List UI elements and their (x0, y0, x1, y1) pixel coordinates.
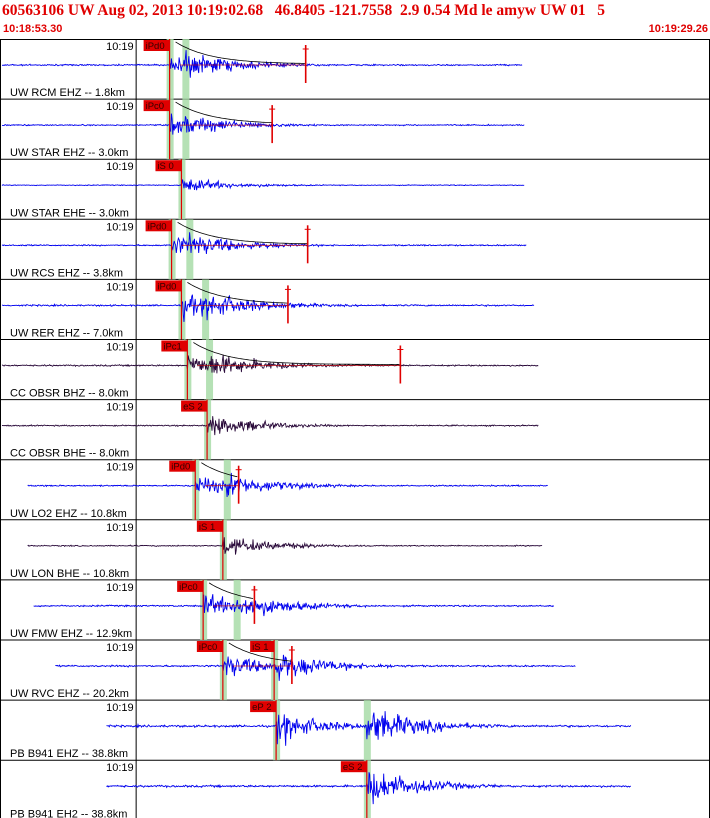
station-label: PB B941 EH2 -- 38.8km (10, 808, 127, 818)
s-pick-window (186, 219, 194, 280)
waveform (1, 354, 539, 374)
waveform (1, 232, 527, 255)
trace-panel: 10:19 eS 2 CC OBSR BHE -- 8.0km (0, 399, 710, 461)
trace-panel: 10:19 eS 2 PB B941 EH2 -- 38.8km (10, 760, 631, 818)
trace-panel: 10:19 iPd0 UW RCM EHZ -- 1.8km (0, 39, 710, 100)
coda-curve (187, 282, 288, 304)
pick-label-box (196, 520, 223, 532)
pick-label: eP 2 (252, 702, 271, 713)
coda-curve (193, 342, 400, 365)
station-label: UW RCM EHZ -- 1.8km (10, 87, 125, 99)
pick-label: iS 1 (252, 642, 268, 653)
s-pick-window (206, 339, 214, 400)
waveform (1, 416, 539, 436)
pick-label: iS 1 (199, 522, 215, 533)
trace-panel: 10:19 iPc0 iS 1 UW RVC EHZ -- 20.2km (0, 640, 710, 701)
station-label: CC OBSR BHZ -- 8.0km (10, 388, 129, 400)
station-label: PB B941 EHZ -- 38.8km (10, 748, 128, 760)
pick-label-box (196, 641, 223, 652)
station-label: UW LON BHE -- 10.8km (10, 568, 129, 580)
minute-label: 10:19 (106, 101, 134, 113)
pick-label: iPc0 (199, 642, 217, 653)
minute-label: 10:19 (106, 161, 134, 173)
station-label: UW STAR EHZ -- 3.0km (10, 147, 128, 159)
minute-label: 10:19 (106, 402, 134, 414)
coda-curve (208, 582, 254, 599)
pick-label-box (161, 340, 188, 352)
pick-label: iS 0 (157, 161, 173, 172)
trace-panel: 10:19 iPd0 UW RER EHZ -- 7.0km (0, 279, 710, 340)
waveform (1, 113, 525, 135)
trace-panel: 10:19 iS 1 UW LON BHE -- 10.8km (0, 519, 710, 581)
station-label: CC OBSR BHE -- 8.0km (10, 448, 129, 460)
s-pick-window (233, 579, 241, 640)
waveform (1, 294, 535, 322)
waveform (106, 772, 631, 805)
coda-curve (201, 462, 238, 478)
minute-label: 10:19 (106, 342, 134, 354)
pick-label: iPc1 (163, 342, 181, 353)
minute-label: 10:19 (106, 642, 134, 654)
minute-label: 10:19 (106, 762, 134, 774)
station-label: UW LO2 EHZ -- 10.8km (10, 508, 127, 520)
station-label: UW RER EHZ -- 7.0km (10, 328, 123, 340)
pick-label-box (250, 641, 275, 652)
pick-label-box (169, 460, 196, 472)
trace-panel: 10:19 iPc0 UW FMW EHZ -- 12.9km (0, 579, 710, 641)
pick-label-box (181, 400, 208, 412)
waveform (55, 654, 576, 681)
station-label: UW RVC EHZ -- 20.2km (10, 688, 129, 700)
pick-label-box (177, 580, 204, 592)
minute-label: 10:19 (106, 281, 134, 293)
minute-label: 10:19 (106, 462, 134, 474)
pick-label-box (155, 280, 182, 292)
station-label: UW FMW EHZ -- 12.9km (10, 628, 132, 640)
minute-label: 10:19 (106, 221, 134, 233)
trace-panel: 10:19 iPd0 UW RCS EHZ -- 3.8km (0, 219, 710, 280)
coda-curve (228, 642, 291, 662)
pick-label: iPd0 (146, 41, 165, 52)
s-pick-window (202, 279, 210, 340)
pick-label: iPd0 (171, 462, 190, 473)
minute-label: 10:19 (106, 582, 134, 594)
minute-label: 10:19 (106, 522, 134, 534)
pick-label-box (250, 701, 277, 713)
station-label: UW STAR EHE -- 3.0km (10, 207, 129, 219)
seismogram-record-section: 10:19 iPd0 UW RCM EHZ -- 1.8km 10:19 iPc0 UW … (0, 39, 710, 818)
station-label: UW RCS EHZ -- 3.8km (10, 267, 123, 279)
waveform (27, 537, 543, 555)
waveform (33, 594, 555, 617)
pick-label: iPc0 (146, 101, 164, 112)
pick-label-box (145, 220, 172, 232)
pick-label: iPd0 (157, 281, 176, 292)
s-pick-window (182, 39, 190, 100)
pick-label-box (143, 100, 170, 112)
waveform (1, 50, 523, 78)
trace-panel: 10:19 iPc1 CC OBSR BHZ -- 8.0km (0, 339, 710, 401)
coda-curve (177, 221, 308, 245)
record-end-time: 10:19:29.26 (648, 23, 708, 35)
coda-curve (175, 41, 306, 64)
coda-curve (175, 101, 272, 123)
pick-label: eS 2 (343, 762, 363, 773)
pick-label: eS 2 (183, 402, 203, 413)
trace-panel: 10:19 iS 0 UW STAR EHE -- 3.0km (0, 159, 710, 220)
waveform (27, 472, 548, 498)
waveform (1, 178, 525, 191)
pick-label: iPd0 (148, 221, 167, 232)
minute-label: 10:19 (106, 702, 134, 714)
s-pick-window (182, 99, 190, 160)
record-start-time: 10:18:53.30 (3, 23, 63, 35)
pick-label-box (340, 761, 367, 773)
waveform (106, 711, 632, 746)
trace-panel: 10:19 eP 2 PB B941 EHZ -- 38.8km (0, 700, 710, 761)
minute-label: 10:19 (106, 41, 134, 53)
pick-label: iPc0 (179, 582, 197, 593)
event-header-title: 60563106 UW Aug 02, 2013 10:19:02.68 46.… (2, 2, 606, 19)
pick-label-box (143, 40, 170, 51)
trace-panel: 10:19 iPc0 UW STAR EHZ -- 3.0km (0, 99, 710, 160)
pick-label-box (155, 160, 182, 172)
trace-panel: 10:19 iPd0 UW LO2 EHZ -- 10.8km (0, 459, 710, 521)
